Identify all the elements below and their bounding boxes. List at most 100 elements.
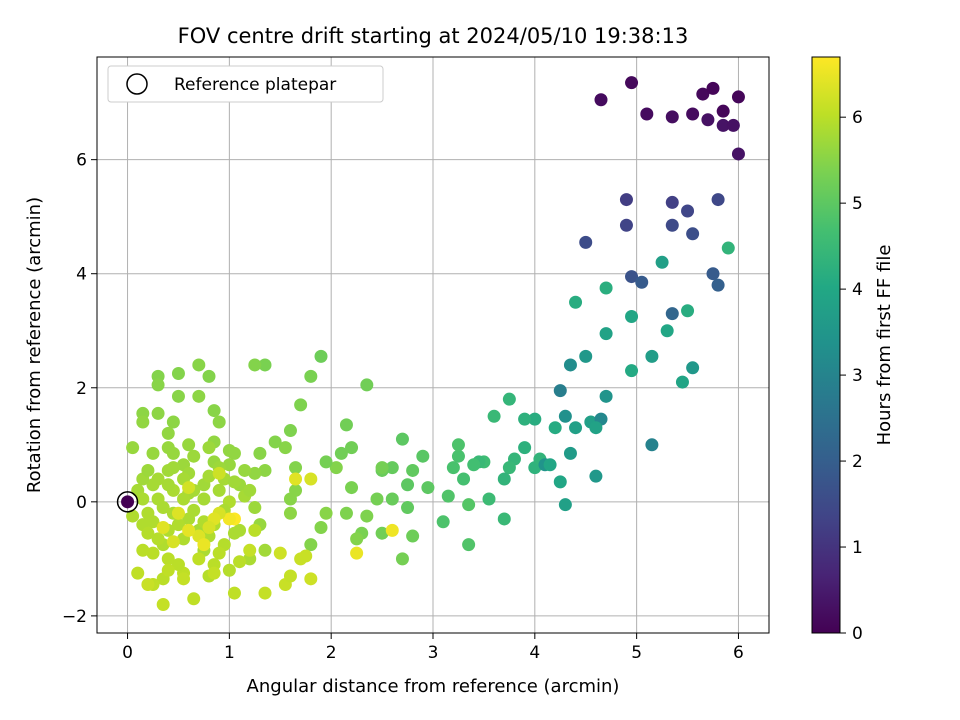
reference-marker: [116, 491, 139, 513]
data-point: [716, 104, 730, 118]
data-point: [619, 193, 633, 207]
data-point: [166, 461, 180, 475]
data-point: [248, 466, 262, 480]
data-point: [304, 369, 318, 383]
data-point: [686, 107, 700, 121]
data-point: [645, 349, 659, 363]
data-point: [171, 367, 185, 381]
data-point: [716, 118, 730, 132]
data-point: [548, 421, 562, 435]
data-point: [375, 526, 389, 540]
data-point: [625, 309, 639, 323]
data-point: [258, 463, 272, 477]
data-point: [222, 563, 236, 577]
y-tick-label: 0: [76, 493, 87, 513]
data-point: [294, 398, 308, 412]
data-point: [202, 441, 216, 455]
data-point: [497, 472, 511, 486]
data-point: [182, 523, 196, 537]
data-point: [421, 481, 435, 495]
data-point: [161, 552, 175, 566]
data-point: [406, 529, 420, 543]
data-point: [385, 461, 399, 475]
x-tick-label: 6: [733, 643, 744, 663]
data-point: [222, 512, 236, 526]
data-point: [589, 421, 603, 435]
data-point: [334, 446, 348, 460]
data-point: [289, 472, 303, 486]
data-point: [681, 204, 695, 218]
data-point: [166, 535, 180, 549]
data-point: [339, 418, 353, 432]
data-point: [446, 461, 460, 475]
data-point: [686, 361, 700, 375]
data-point: [726, 118, 740, 132]
data-point: [136, 415, 150, 429]
x-tick-label: 2: [326, 643, 337, 663]
data-point: [161, 563, 175, 577]
data-point: [558, 409, 572, 423]
y-tick-label: 6: [76, 151, 87, 171]
data-point: [462, 538, 476, 552]
data-point: [177, 572, 191, 586]
data-point: [655, 255, 669, 269]
data-point: [141, 463, 155, 477]
data-point: [518, 441, 532, 455]
colorbar: 0 1 2 3 4 5 6 Hours from first FF file: [811, 56, 895, 644]
data-point: [579, 349, 593, 363]
data-point: [314, 349, 328, 363]
data-point: [273, 546, 287, 560]
data-point: [248, 358, 262, 372]
data-point: [171, 558, 185, 572]
data-point: [339, 506, 353, 520]
data-point: [401, 501, 415, 515]
data-point: [681, 304, 695, 318]
data-point: [319, 455, 333, 469]
data-point: [171, 518, 185, 532]
data-point: [497, 512, 511, 526]
data-point: [151, 492, 165, 506]
data-point: [502, 461, 516, 475]
data-point: [457, 472, 471, 486]
data-point: [304, 572, 318, 586]
data-point: [212, 466, 226, 480]
chart-title: FOV centre drift starting at 2024/05/10 …: [178, 24, 689, 48]
data-point: [207, 404, 221, 418]
data-point: [227, 475, 241, 489]
data-point: [151, 406, 165, 420]
data-point: [187, 503, 201, 517]
data-point: [569, 421, 583, 435]
plot-area: [96, 56, 770, 634]
data-point: [640, 107, 654, 121]
data-point: [350, 546, 364, 560]
data-point: [278, 441, 292, 455]
x-tick-label: 1: [224, 643, 235, 663]
data-point: [553, 475, 567, 489]
data-point: [258, 586, 272, 600]
data-point: [166, 446, 180, 460]
data-point: [594, 93, 608, 107]
data-point: [146, 546, 160, 560]
data-point: [166, 415, 180, 429]
data-point: [665, 218, 679, 232]
data-point: [401, 478, 415, 492]
x-tick-label: 5: [631, 643, 642, 663]
data-point: [451, 449, 465, 463]
legend: Reference platepar: [107, 65, 384, 103]
data-point: [212, 415, 226, 429]
colorbar-tick-label: 5: [852, 194, 863, 214]
data-point: [619, 218, 633, 232]
data-point: [171, 389, 185, 403]
data-point: [202, 369, 216, 383]
data-point: [192, 389, 206, 403]
legend-box: [107, 65, 384, 103]
data-point: [553, 384, 567, 398]
data-point: [121, 495, 135, 509]
data-point: [350, 532, 364, 546]
data-point: [136, 492, 150, 506]
data-point: [645, 438, 659, 452]
data-point: [141, 578, 155, 592]
data-point: [233, 555, 247, 569]
data-point: [283, 492, 297, 506]
